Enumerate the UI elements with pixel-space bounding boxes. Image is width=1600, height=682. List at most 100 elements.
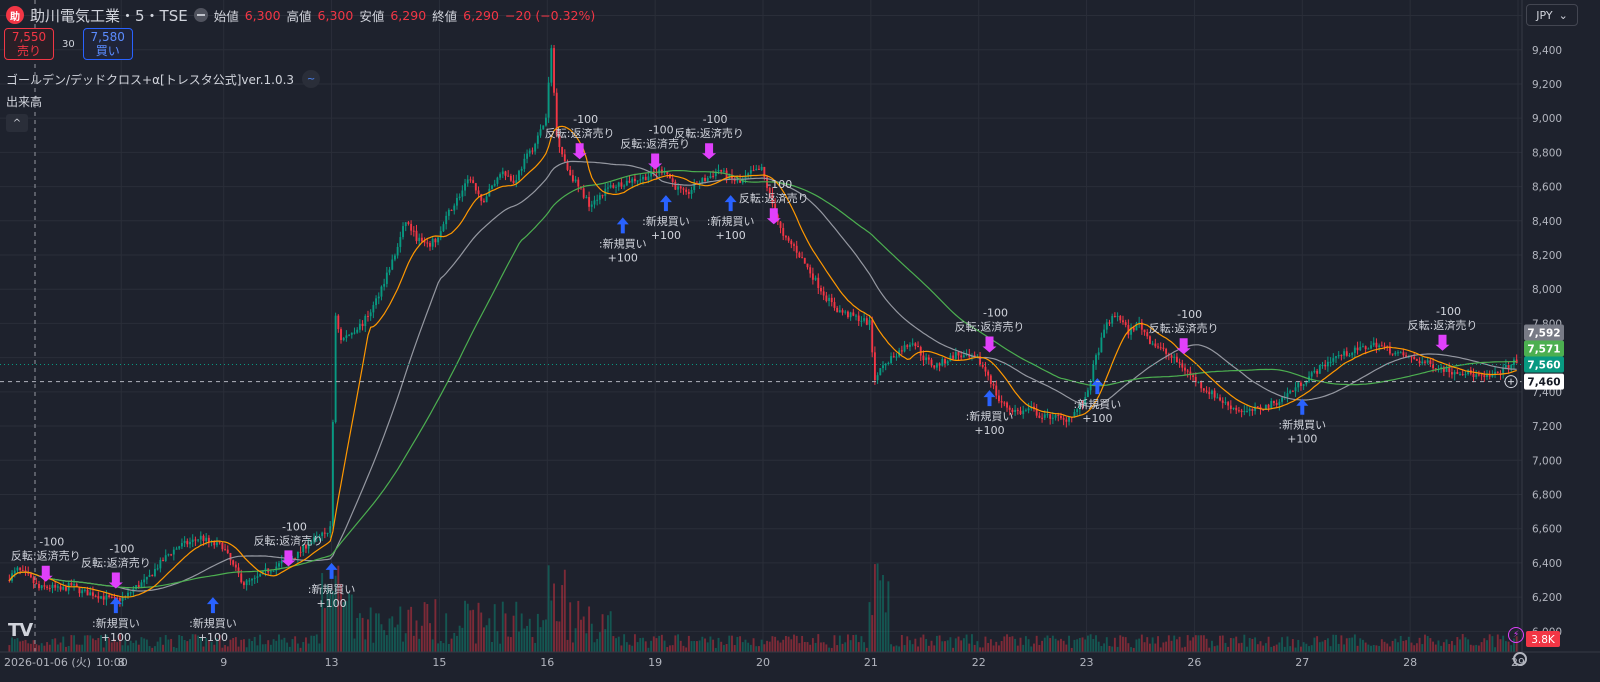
volume-bar xyxy=(286,642,289,652)
tradingview-logo[interactable]: TV xyxy=(8,620,33,641)
volume-bar xyxy=(1442,642,1445,652)
volume-bar xyxy=(682,645,685,652)
volume-bar xyxy=(925,639,928,652)
currency-selector[interactable]: JPY ⌄ xyxy=(1526,4,1578,26)
volume-bar xyxy=(830,647,833,652)
candle-body xyxy=(1246,410,1248,412)
candle-body xyxy=(469,179,472,181)
volume-bar xyxy=(1510,645,1513,652)
indicator-settings-icon[interactable]: ~ xyxy=(302,70,321,88)
volume-bar xyxy=(1472,645,1475,652)
candle-body xyxy=(1273,400,1275,404)
price-tag-label: 7,571 xyxy=(1527,343,1560,355)
candle-body xyxy=(1170,355,1173,358)
candle-body xyxy=(1189,371,1192,376)
candle-body xyxy=(51,584,54,588)
candle-body xyxy=(518,170,520,181)
buy-arrow-icon xyxy=(616,217,629,234)
candle-body xyxy=(1254,406,1257,411)
volume-bar xyxy=(1351,637,1354,652)
candle-body xyxy=(1397,352,1399,354)
signal-label: 反転:返済売り xyxy=(254,533,324,547)
volume-bar xyxy=(553,583,555,652)
candle-body xyxy=(97,596,100,599)
candle-body xyxy=(542,125,545,130)
volume-bar xyxy=(776,640,779,652)
volume-bar xyxy=(814,642,817,652)
candle-body xyxy=(911,343,914,345)
candle-body xyxy=(1289,390,1292,394)
candle-body xyxy=(682,188,685,190)
price-axis[interactable]: 9,6009,4009,2009,0008,8008,6008,4008,200… xyxy=(1521,0,1564,652)
volume-bar xyxy=(67,645,70,652)
candle-body xyxy=(105,595,108,600)
candle-body xyxy=(795,245,798,253)
high-label: 高値 xyxy=(286,8,312,24)
candle-body xyxy=(291,557,294,559)
volume-bar xyxy=(536,613,539,652)
candle-body xyxy=(1286,393,1289,398)
volume-bar xyxy=(140,637,143,652)
candle-body xyxy=(73,584,76,586)
candle-body xyxy=(887,363,890,365)
signal-label: :新規買い xyxy=(1073,397,1121,411)
y-tick-label: 7,000 xyxy=(1532,455,1562,467)
collapse-legend-button[interactable]: ^ xyxy=(6,114,28,132)
candle-body xyxy=(1221,400,1224,403)
volume-bar xyxy=(410,606,413,652)
volume-bar xyxy=(927,645,930,652)
volume-bar xyxy=(180,636,183,652)
gear-icon[interactable] xyxy=(1513,652,1527,666)
candle-body xyxy=(251,578,253,581)
candle-body xyxy=(242,582,245,586)
candle-body xyxy=(407,222,410,224)
volume-bar xyxy=(558,621,561,652)
bolt-icon[interactable]: ⚡ xyxy=(1508,627,1524,643)
volume-bar xyxy=(712,639,715,652)
signal-qty: -100 xyxy=(573,113,598,126)
buy-button[interactable]: 7,580 買い xyxy=(82,28,133,60)
volume-bar xyxy=(1289,646,1292,652)
volume-bar xyxy=(644,641,647,652)
candle-body xyxy=(1281,397,1284,402)
volume-bar xyxy=(930,640,933,652)
symbol-title[interactable]: 助川電気工業・5・TSE xyxy=(30,6,188,25)
volume-bar xyxy=(1054,638,1057,652)
volume-bar xyxy=(474,643,477,652)
sell-button[interactable]: 7,550 売り xyxy=(4,28,54,60)
time-axis[interactable]: 2026-01-06 (火) 10:008 9 13 15 16 19 20 21 22 23 26 2… xyxy=(0,651,1600,669)
candle-body xyxy=(1299,382,1302,386)
volume-legend[interactable]: 出来高 xyxy=(6,95,43,109)
volume-bar xyxy=(372,642,375,652)
volume-bar xyxy=(40,643,43,652)
volume-bar xyxy=(183,639,186,652)
volume-bar xyxy=(1154,643,1157,652)
candle-body xyxy=(205,537,208,541)
candle-body xyxy=(1111,315,1114,324)
volume-bar xyxy=(658,635,661,652)
candle-body xyxy=(849,312,852,318)
volume-bar xyxy=(884,612,887,652)
volume-bar xyxy=(518,631,520,652)
volume-bar xyxy=(876,563,879,652)
volume-bar xyxy=(342,601,345,652)
candle-body xyxy=(321,532,324,536)
candle-body xyxy=(995,385,998,396)
candle-body xyxy=(110,597,113,599)
volume-bar xyxy=(367,619,369,652)
market-status-icon[interactable] xyxy=(193,8,208,22)
volume-bar xyxy=(1019,637,1022,652)
indicator-legend[interactable]: ゴールデン/デッドクロス+α[トレスタ公式]ver.1.0.3 ~ xyxy=(6,70,321,88)
volume-bar xyxy=(218,635,221,652)
volume-bar xyxy=(1302,642,1305,652)
volume-bar xyxy=(118,634,121,652)
volume-bar xyxy=(35,644,38,652)
volume-bar xyxy=(1167,635,1170,652)
candle-body xyxy=(871,320,874,353)
signal-label: :新規買い xyxy=(189,616,237,630)
volume-bar xyxy=(377,613,380,652)
volume-bar xyxy=(941,641,944,652)
candle-body xyxy=(515,180,518,184)
candle-body xyxy=(1324,364,1327,367)
